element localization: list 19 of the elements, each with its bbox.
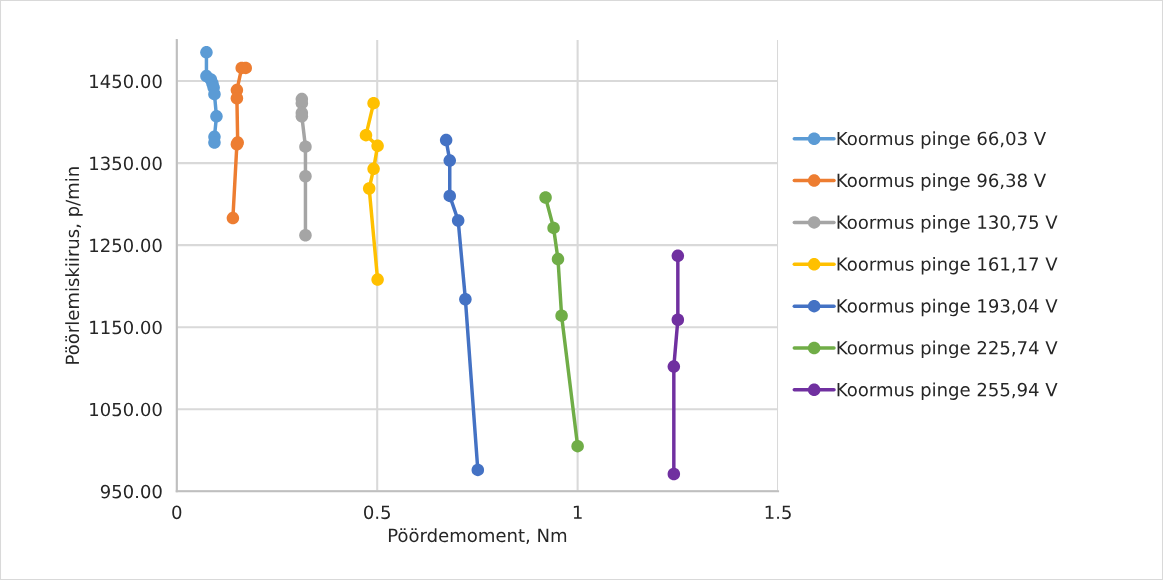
legend-label: Koormus pinge 193,04 V xyxy=(837,298,1058,317)
y-tick-label: 1350.00 xyxy=(90,156,162,171)
x-tick-label: 0.5 xyxy=(364,505,390,520)
legend-label: Koormus pinge 161,17 V xyxy=(837,256,1058,275)
x-tick-label: 1 xyxy=(573,505,582,519)
y-tick-label: 950.00 xyxy=(100,484,162,499)
legend-label: Koormus pinge 130,75 V xyxy=(837,215,1058,233)
y-tick-label: 1050.00 xyxy=(90,402,162,417)
y-tick-label: 1250.00 xyxy=(90,238,162,253)
x-tick-label: 1.5 xyxy=(765,505,791,520)
y-axis-title: Pöörlemiskiirus, p/min xyxy=(65,167,83,364)
legend-label: Koormus pinge 66,03 V xyxy=(837,131,1046,149)
x-tick-label: 0 xyxy=(172,505,182,520)
y-tick-label: 1450.00 xyxy=(90,74,162,89)
legend-label: Koormus pinge 225,74 V xyxy=(837,340,1058,359)
y-tick-label: 1150.00 xyxy=(90,320,162,335)
x-axis-title: Pöördemoment, Nm xyxy=(388,528,567,544)
legend-label: Koormus pinge 96,38 V xyxy=(837,173,1046,191)
legend-label: Koormus pinge 255,94 V xyxy=(837,382,1058,400)
